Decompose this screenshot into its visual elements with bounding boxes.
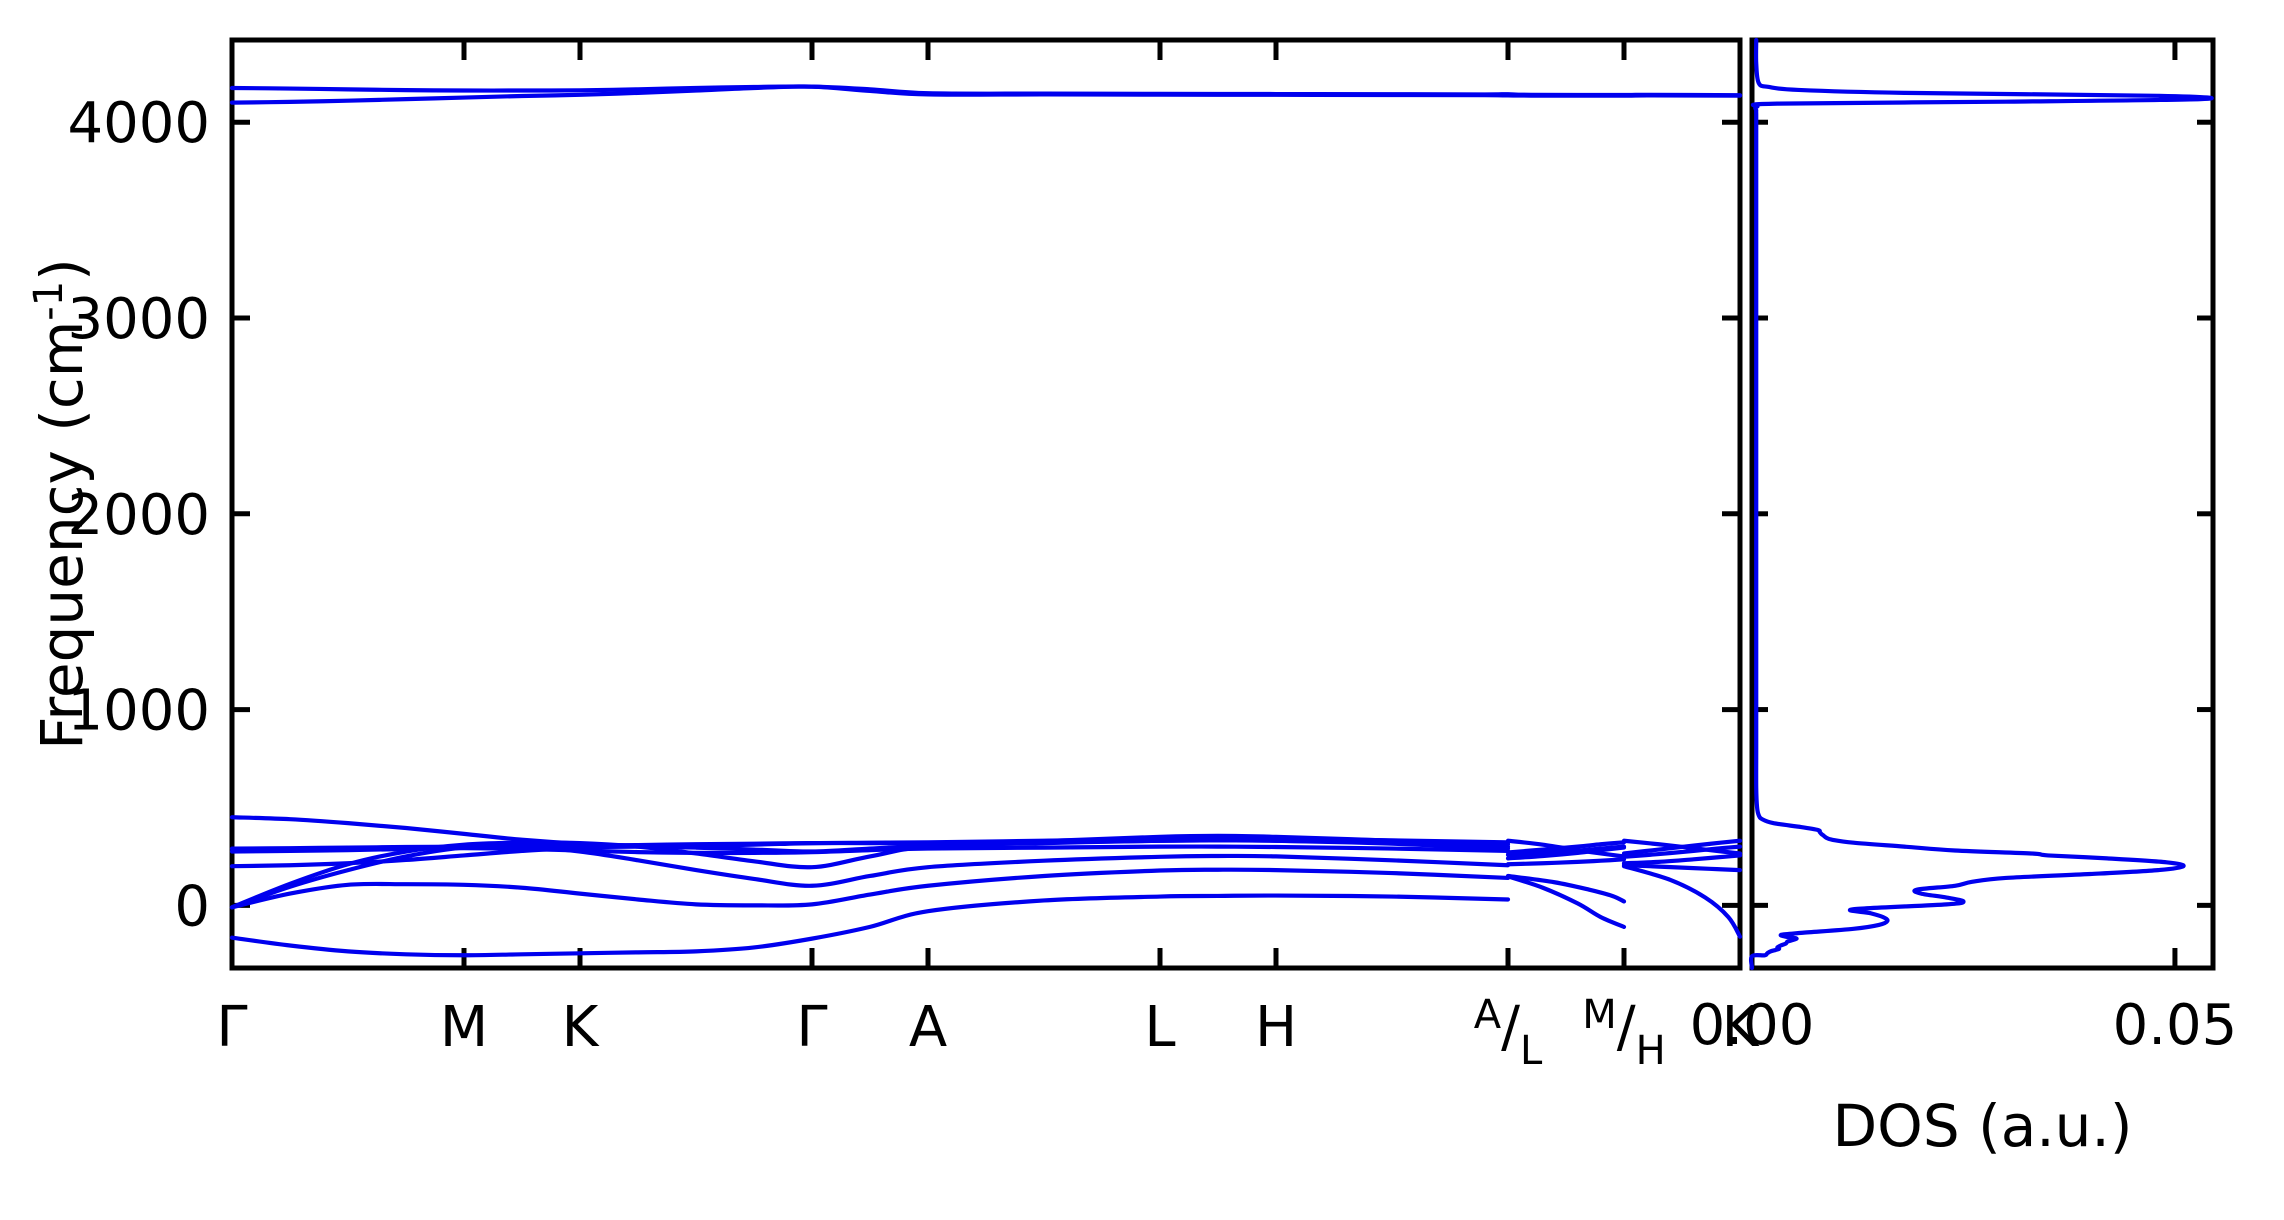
band-curve [229, 893, 1511, 958]
band-curve [1621, 863, 1743, 873]
band-y-tick-label: 1000 [67, 679, 210, 744]
band-panel-frame [229, 37, 1743, 971]
band-curve [1505, 840, 1627, 855]
band-curve [229, 867, 1511, 910]
band-curve [1505, 845, 1627, 861]
dos-x-axis-title: DOS (a.u.) [1833, 1092, 2133, 1160]
band-curve [1505, 874, 1627, 929]
band-curve [1621, 853, 1743, 866]
band-curve [1621, 838, 1743, 856]
dos-x-tick-label: 0.05 [2113, 993, 2238, 1058]
band-y-tick-label: 2000 [67, 483, 210, 548]
band-y-tick-label: 3000 [67, 287, 210, 352]
band-y-tick-label: 0 [174, 874, 210, 939]
band-x-tick-labels: Γ M K Γ A L H A/L M/H K [216, 992, 1759, 1074]
band-y-tick-labels: 0 1000 2000 3000 4000 [67, 91, 210, 939]
dos-curves-group [1748, 37, 2214, 971]
band-curves-group [229, 84, 1743, 958]
dos-panel-axes [1749, 37, 2216, 971]
band-y-tick-label: 4000 [67, 91, 210, 156]
band-x-tick-label: M [440, 995, 488, 1060]
band-x-tick-label: K [562, 995, 600, 1060]
band-x-tick-label: A/L [1474, 992, 1543, 1074]
band-curve [1505, 873, 1627, 904]
band-curve [1621, 838, 1743, 856]
band-x-tick-label: Γ [216, 995, 247, 1060]
dos-x-axis-title-text: DOS (a.u.) [1833, 1092, 2133, 1160]
band-y-axis-title-text: Frequency (cm-1) [26, 258, 96, 750]
dos-x-tick-label: 0.00 [1690, 993, 1815, 1058]
band-curve [1505, 857, 1627, 867]
band-curve [1621, 844, 1743, 859]
band-curve [229, 844, 1511, 910]
band-x-tick-label: A [909, 995, 947, 1060]
dos-x-tick-labels: 0.00 0.05 [1690, 993, 2238, 1058]
band-x-tick-label: H [1255, 995, 1297, 1060]
band-curve [1621, 864, 1743, 939]
band-x-tick-label: M/H [1582, 992, 1665, 1074]
band-x-tick-label: L [1144, 995, 1175, 1060]
dos-curve [1748, 37, 2214, 971]
band-x-tick-label: K [1722, 995, 1760, 1060]
dos-panel-frame [1749, 37, 2216, 971]
band-curve [229, 815, 1511, 848]
band-y-axis-title: Frequency (cm-1) [26, 258, 96, 750]
band-panel-axes [229, 37, 1743, 971]
band-x-tick-label: Γ [796, 995, 827, 1060]
band-curve [229, 84, 1743, 105]
